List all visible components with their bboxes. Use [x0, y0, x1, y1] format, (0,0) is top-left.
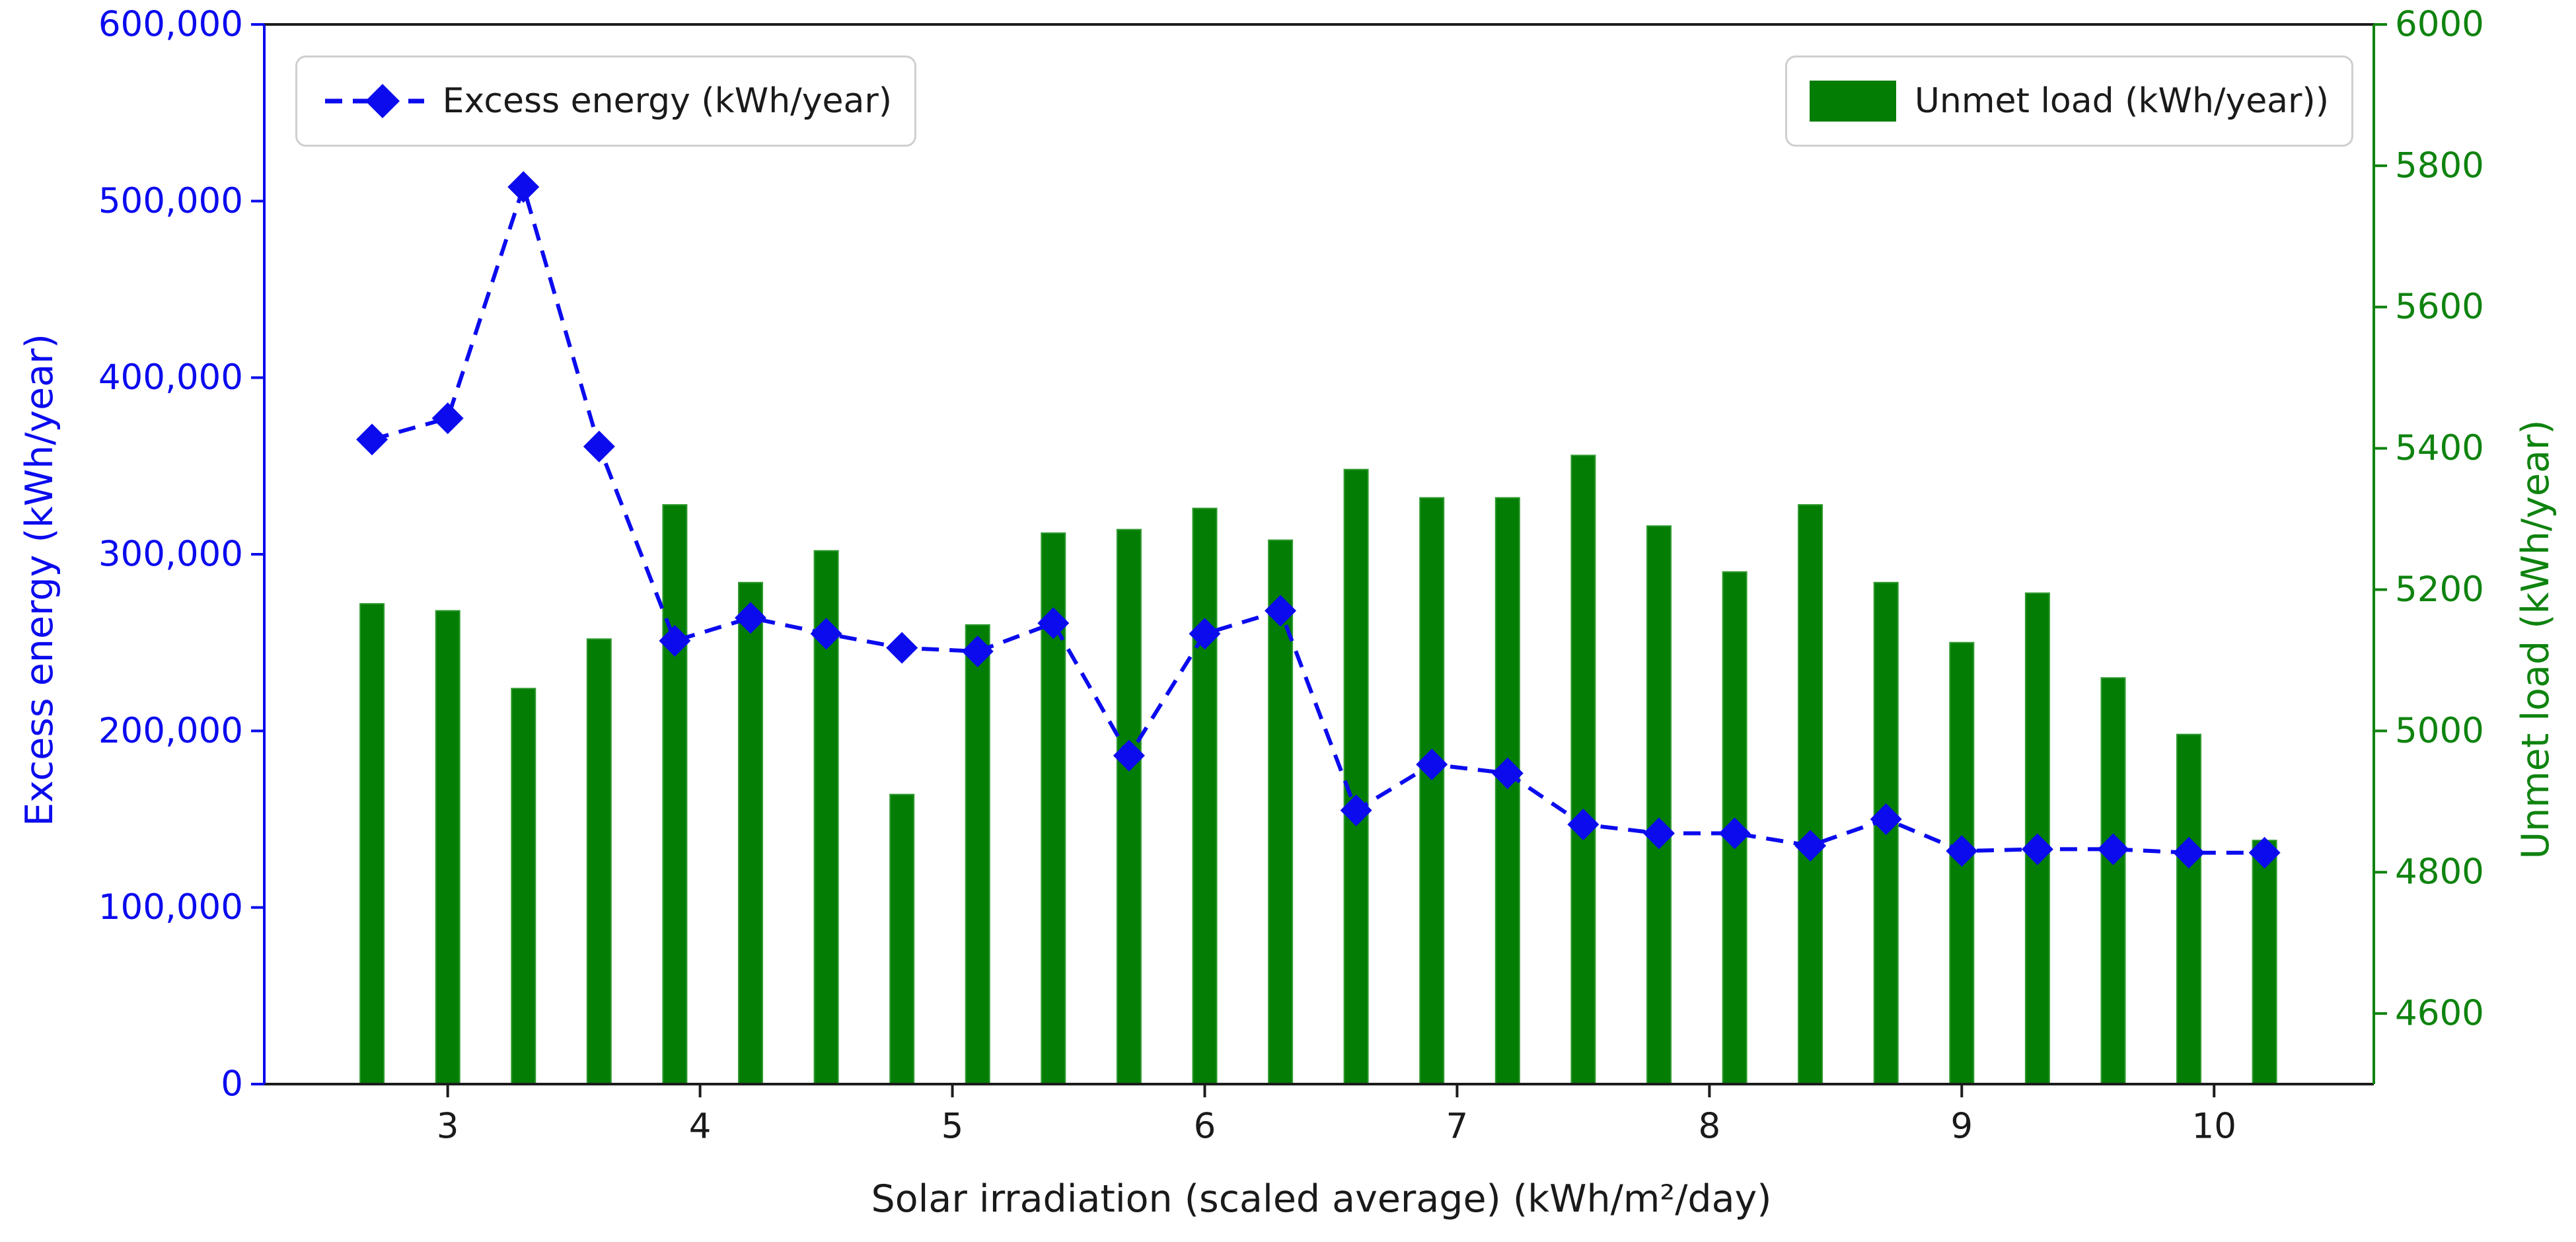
diamond-marker — [1189, 618, 1221, 650]
bar — [586, 638, 612, 1085]
bar — [1798, 504, 1823, 1085]
bar — [1494, 497, 1520, 1085]
x-axis-title: Solar irradiation (scaled average) (kWh/… — [871, 1177, 1772, 1221]
diamond-marker — [1870, 803, 1902, 835]
left-axis-ticks: 0 100,000 200,000 300,000 400,000 500,000 600,… — [98, 5, 264, 1105]
diamond-marker — [1567, 809, 1600, 841]
diamond-marker — [659, 624, 691, 657]
diamond-marker — [431, 402, 464, 435]
diamond-marker — [1946, 835, 1978, 867]
diamond-marker — [2097, 833, 2129, 865]
right-tick-label: 5600 — [2395, 287, 2484, 327]
bar — [2176, 733, 2201, 1085]
left-tick-label: 600,000 — [98, 5, 243, 45]
right-tick-label: 5200 — [2395, 569, 2484, 610]
diamond-marker — [507, 170, 540, 203]
diamond-marker — [2021, 833, 2053, 865]
bar — [1570, 455, 1596, 1085]
left-tick-label: 300,000 — [98, 534, 243, 575]
right-tick-label: 5800 — [2395, 145, 2484, 186]
legend-unmet-load: Unmet load (kWh/year)) — [1785, 55, 2353, 147]
x-tick-label: 7 — [1446, 1107, 1469, 1147]
x-axis-ticks: 3 4 5 6 7 8 9 10 — [437, 1084, 2236, 1147]
diamond-marker — [583, 430, 615, 462]
diamond-marker — [1642, 817, 1675, 850]
bar — [359, 603, 385, 1085]
diamond-marker — [1037, 607, 1070, 639]
diamond-marker — [1718, 817, 1751, 850]
diamond-marker — [886, 632, 918, 664]
legend-excess-energy: Excess energy (kWh/year) — [295, 55, 916, 147]
bar — [965, 624, 990, 1085]
bar — [435, 610, 460, 1085]
excess-energy-line — [371, 180, 2265, 855]
bar — [1192, 507, 1218, 1085]
bar — [738, 581, 763, 1085]
diamond-marker — [1794, 830, 1827, 862]
diamond-marker — [1340, 794, 1372, 826]
axes-spines — [263, 23, 2375, 1085]
legend-line-diamond-icon — [325, 84, 424, 118]
diamond-marker — [356, 423, 388, 456]
x-tick-label: 4 — [689, 1107, 712, 1147]
diamond-marker — [734, 602, 766, 634]
legend-excess-label: Excess energy (kWh/year) — [442, 81, 892, 121]
excess-energy-markers — [356, 170, 2281, 869]
x-tick-label: 10 — [2192, 1107, 2236, 1147]
diamond-marker — [961, 636, 994, 668]
right-axis-ticks: 4600 4800 5000 5200 5400 5600 5800 6000 — [2374, 5, 2484, 1034]
left-tick-label: 0 — [221, 1064, 243, 1105]
x-tick-label: 5 — [941, 1107, 964, 1147]
diamond-marker — [2248, 836, 2281, 869]
right-tick-label: 5000 — [2395, 711, 2484, 751]
bar — [2100, 677, 2126, 1085]
legend-unmet-label: Unmet load (kWh/year)) — [1914, 81, 2329, 121]
right-axis-title: Unmet load (kWh/year) — [2514, 420, 2558, 859]
bar — [662, 504, 688, 1085]
diamond-marker — [1265, 595, 1297, 627]
bar — [1116, 529, 1142, 1085]
bar — [1343, 468, 1369, 1085]
left-tick-label: 200,000 — [98, 711, 243, 751]
right-tick-label: 5400 — [2395, 428, 2484, 468]
right-tick-label: 4800 — [2395, 852, 2484, 893]
bar — [511, 688, 536, 1085]
x-tick-label: 6 — [1194, 1107, 1216, 1147]
bar — [2252, 840, 2277, 1085]
diamond-marker — [1416, 749, 1448, 781]
x-tick-label: 3 — [437, 1107, 459, 1147]
left-tick-label: 500,000 — [98, 181, 243, 221]
x-tick-label: 8 — [1698, 1107, 1720, 1147]
diamond-marker — [810, 618, 842, 650]
bar — [1646, 525, 1672, 1085]
left-tick-label: 400,000 — [98, 357, 243, 398]
diamond-marker — [1113, 739, 1145, 772]
x-tick-label: 9 — [1950, 1107, 1973, 1147]
left-axis-title: Excess energy (kWh/year) — [18, 334, 61, 826]
left-tick-label: 100,000 — [98, 887, 243, 928]
diamond-marker — [2173, 836, 2205, 869]
right-tick-label: 4600 — [2395, 994, 2484, 1034]
diamond-marker — [1491, 757, 1524, 789]
bar — [1419, 497, 1445, 1085]
bar — [889, 793, 915, 1085]
right-tick-label: 6000 — [2395, 5, 2484, 45]
legend-bar-swatch-icon — [1810, 81, 1896, 122]
unmet-load-bars — [359, 455, 2277, 1085]
